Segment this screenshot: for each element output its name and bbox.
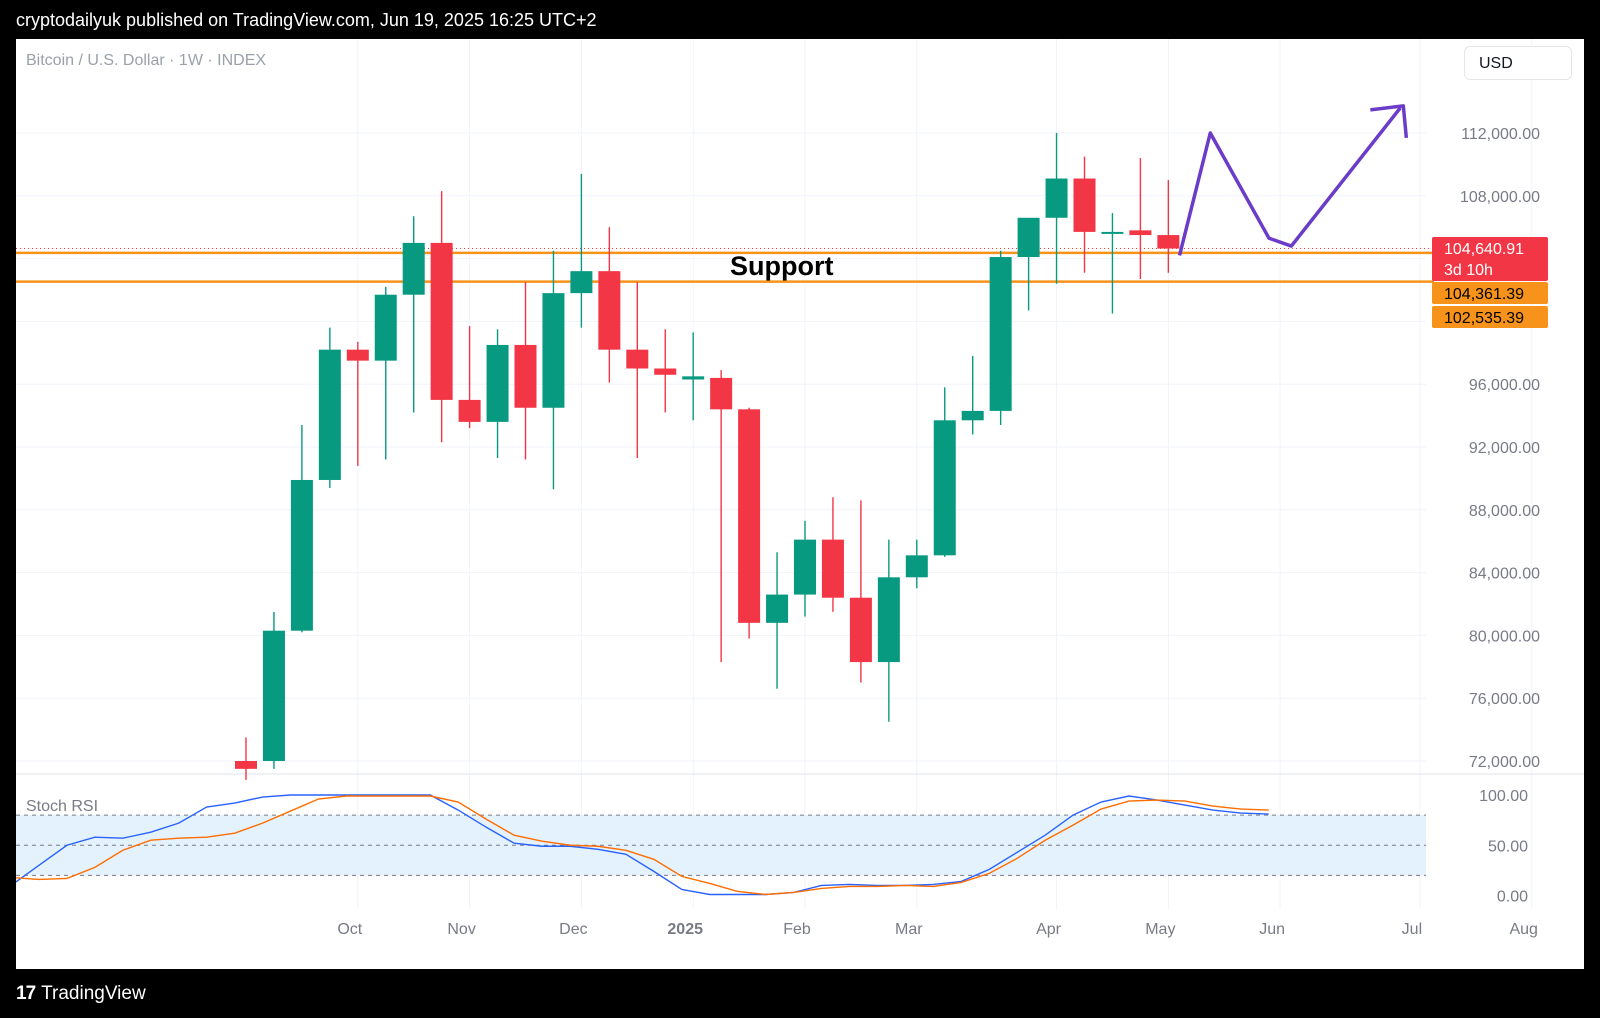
last-price-value: 104,640.91 [1444, 241, 1524, 258]
support-lower-value: 102,535.39 [1444, 310, 1524, 327]
x-tick-label: Oct [337, 921, 362, 938]
x-tick-label: Jun [1259, 921, 1285, 938]
support-upper-value: 104,361.39 [1444, 286, 1524, 303]
y-tick-label: 92,000.00 [1469, 440, 1540, 457]
candle-body [626, 349, 649, 369]
x-tick-label: Apr [1036, 921, 1062, 938]
support-lower-badge [1432, 306, 1548, 328]
x-tick-label: May [1145, 921, 1175, 938]
projection-arrow [1177, 106, 1402, 256]
candle-body [849, 597, 872, 663]
y-tick-label: 108,000.00 [1460, 189, 1540, 206]
candle-body [766, 594, 789, 623]
y-tick-label: 84,000.00 [1469, 566, 1540, 583]
candle-body [1073, 178, 1096, 232]
symbol-title: Bitcoin / U.S. Dollar · 1W · INDEX [26, 52, 267, 69]
candle-body [905, 555, 928, 578]
support-label: Support [730, 251, 833, 281]
candle-body [877, 577, 900, 663]
last-price-badge [1432, 237, 1548, 281]
candle-body [262, 630, 285, 761]
footer-brand[interactable]: 17 TradingView [16, 983, 146, 1005]
candle-body [1045, 178, 1068, 218]
chart-canvas[interactable]: Support Stoch RSI 112,000.00 108,000.00 96,0… [16, 39, 1584, 969]
candle-body [318, 349, 341, 480]
y-tick-label: 112,000.00 [1461, 126, 1540, 143]
candle-body [486, 344, 509, 422]
stoch-d-line [16, 795, 1269, 896]
tradingview-logo-icon: 17 [16, 983, 36, 1004]
candle-body [1101, 231, 1124, 234]
candle-body [458, 399, 481, 422]
x-tick-label: Mar [895, 921, 923, 938]
y-tick-label: 96,000.00 [1469, 377, 1540, 394]
y-tick-label: 76,000.00 [1469, 691, 1540, 708]
x-tick-label: Aug [1509, 921, 1537, 938]
stoch-y-tick-label: 0.00 [1497, 889, 1528, 906]
y-tick-label: 88,000.00 [1469, 503, 1540, 520]
candle-body [402, 242, 425, 295]
candle-body [346, 349, 369, 361]
projection-arrow-head [1370, 104, 1409, 139]
stoch-k-line [16, 794, 1269, 896]
candle-body [682, 376, 705, 380]
stoch-y-tick-label: 50.00 [1488, 838, 1528, 855]
candle-body [738, 409, 761, 623]
footer-brand-label: TradingView [41, 983, 146, 1004]
candle-body [1017, 217, 1040, 258]
candle-body [989, 257, 1012, 411]
candle-body [710, 377, 733, 410]
x-tick-label: 2025 [667, 921, 703, 938]
candle-body [654, 368, 677, 375]
candle-body [570, 271, 593, 294]
candle-body [598, 271, 621, 350]
currency-button[interactable]: USD [1464, 46, 1572, 80]
x-tick-label: Dec [559, 921, 587, 938]
y-tick-label: 72,000.00 [1469, 754, 1540, 771]
candle-body [1157, 235, 1180, 249]
candle-body [235, 761, 257, 769]
candle-body [933, 420, 956, 556]
x-tick-label: Feb [783, 921, 811, 938]
y-tick-label: 80,000.00 [1469, 628, 1540, 645]
x-tick-label: Nov [447, 921, 475, 938]
candle-body [430, 242, 453, 400]
candle-body [1129, 230, 1152, 236]
publisher-line: cryptodailyuk published on TradingView.c… [16, 10, 597, 30]
stoch-y-tick-label: 100.00 [1479, 788, 1528, 805]
candle-body [961, 410, 984, 421]
candle-body [821, 539, 844, 598]
candle-body [374, 294, 397, 361]
support-upper-badge [1432, 282, 1548, 304]
candle-body [290, 479, 313, 631]
chart-panel[interactable]: Support Stoch RSI 112,000.00 108,000.00 96,0… [16, 39, 1584, 969]
candle-body [794, 539, 816, 595]
candle-body [514, 344, 537, 408]
x-tick-label: Jul [1402, 921, 1422, 938]
candle-body [542, 293, 565, 408]
last-price-countdown: 3d 10h [1444, 262, 1493, 279]
stoch-title: Stoch RSI [26, 798, 98, 815]
